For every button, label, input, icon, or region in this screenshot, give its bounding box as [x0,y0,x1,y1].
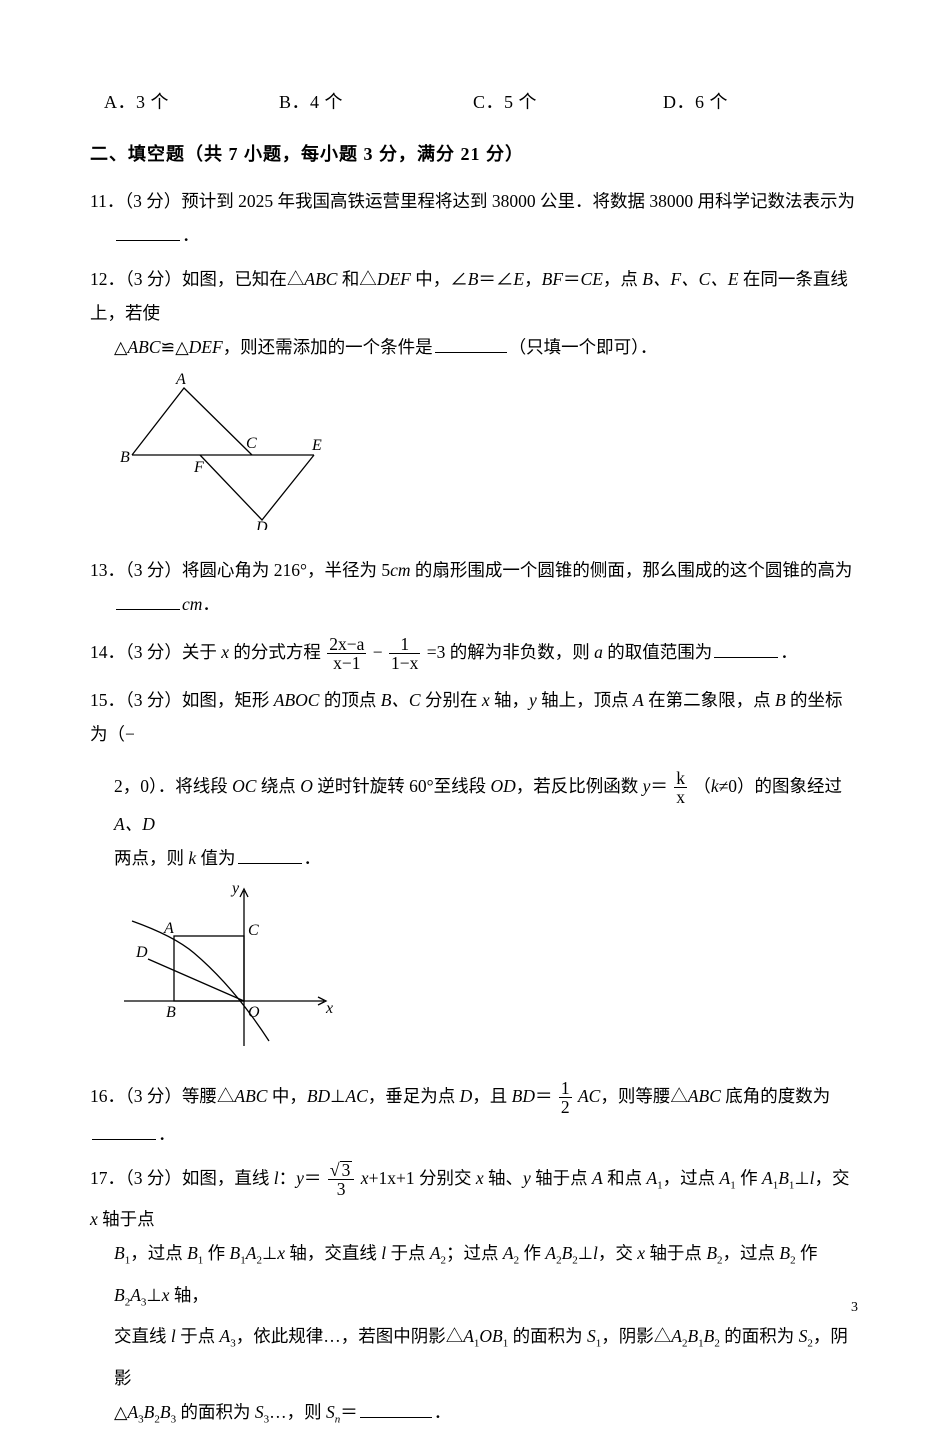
svg-text:A: A [163,920,174,937]
fraction-half: 12 [559,1079,572,1117]
question-17: 17．（3 分）如图，直线 l：y＝ √3 3 x+1x+1 分别交 x 轴、y… [90,1161,860,1436]
q12-blank [435,338,507,353]
section-header: 二、填空题（共 7 小题，每小题 3 分，满分 21 分） [90,140,860,166]
answer-choices: A．3 个 B．4 个 C．5 个 D．6 个 [90,88,860,114]
svg-text:D: D [135,944,148,961]
choice-c: C．5 个 [473,88,537,114]
question-14: 14．（3 分）关于 x 的分式方程 2x−ax−1 − 11−x =3 的解为… [90,635,860,673]
svg-text:B: B [166,1004,176,1021]
q13-blank [116,595,180,610]
svg-text:C: C [246,435,257,452]
q15-blank [238,849,302,864]
svg-text:D: D [255,519,268,530]
q11-num: 11． [90,191,124,211]
fraction-sqrt3-3: √3 3 [328,1161,355,1199]
svg-text:F: F [193,459,204,476]
svg-text:x: x [325,1000,333,1017]
q11-pts: （3 分） [124,191,181,211]
svg-text:y: y [230,881,240,897]
q16-blank [92,1125,156,1140]
q12-num: 12． [90,269,125,289]
fraction-1: 2x−ax−1 [327,635,366,673]
svg-text:A: A [175,371,186,388]
q12-pts: （3 分） [125,269,182,289]
q11-period: ． [182,225,200,245]
svg-text:E: E [311,437,322,454]
choice-b: B．4 个 [279,88,343,114]
q17-blank [360,1403,432,1418]
question-12: 12．（3 分）如图，已知在△ABC 和△DEF 中，∠B＝∠E，BF＝CE，点… [90,262,860,541]
question-15: 15．（3 分）如图，矩形 ABOC 的顶点 B、C 分别在 x 轴，y 轴上，… [90,683,860,1067]
svg-text:B: B [120,449,130,466]
choice-a: A．3 个 [104,88,169,114]
q11-blank [116,226,180,241]
question-13: 13．（3 分）将圆心角为 216°，半径为 5cm 的扇形围成一个圆锥的侧面，… [90,553,860,621]
choice-d: D．6 个 [663,88,728,114]
question-11: 11．（3 分）预计到 2025 年我国高铁运营里程将达到 38000 公里．将… [90,184,860,252]
q11-text1: 预计到 2025 年我国高铁运营里程将达到 38000 公里．将数据 38000… [181,191,855,211]
fraction-2: 11−x [389,635,420,673]
question-16: 16．（3 分）等腰△ABC 中，BD⊥AC，垂足为点 D，且 BD＝ 12 A… [90,1079,860,1151]
q12-diagram: A B F C E D [114,370,860,541]
page-number: 3 [851,1300,858,1316]
q14-blank [714,643,778,658]
svg-text:C: C [248,922,259,939]
q15-diagram: A C D B O x y [114,881,860,1067]
svg-text:O: O [248,1004,260,1021]
fraction-k-x: kx [674,769,687,807]
